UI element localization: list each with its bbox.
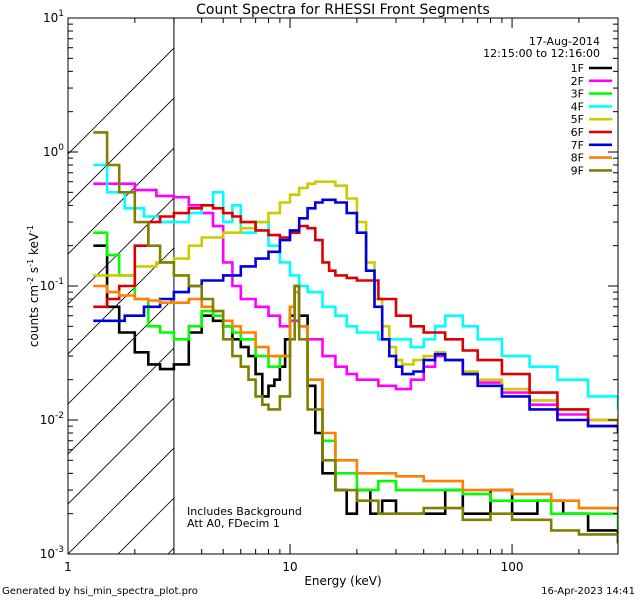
annotation-attenuator: Att A0, FDecim 1 xyxy=(187,517,280,530)
footer-generator: Generated by hsi_min_spectra_plot.pro xyxy=(2,586,198,597)
y-axis-label-mid1: s xyxy=(27,267,41,277)
y-axis-label: counts cm-2 s-1 keV-1 xyxy=(26,225,41,347)
y-tick-label: 10-3 xyxy=(40,545,64,561)
series-group xyxy=(93,131,618,544)
hatch-line xyxy=(68,47,174,155)
y-axis-label-base: counts cm xyxy=(27,285,41,347)
y-axis: 101 100 10-1 10-2 10-3 xyxy=(40,9,618,561)
series-line-7f xyxy=(93,198,618,433)
series-line-5f xyxy=(93,180,618,427)
y-tick-label: 100 xyxy=(43,143,64,159)
legend-time-range: 12:15:00 to 12:16:00 xyxy=(483,47,600,60)
legend-label-5f: 5F xyxy=(571,113,584,126)
x-tick-label: 100 xyxy=(501,560,524,574)
x-tick-label: 10 xyxy=(282,560,297,574)
legend-label-9f: 9F xyxy=(571,164,584,177)
hatch-line xyxy=(68,97,174,205)
footer-timestamp: 16-Apr-2023 14:41 xyxy=(541,586,635,597)
x-axis: 1 10 100 xyxy=(64,18,619,574)
hatch-line xyxy=(68,397,174,505)
series-line-3f xyxy=(93,231,618,531)
y-tick-label: 101 xyxy=(43,9,64,25)
hatch-line xyxy=(68,447,174,554)
legend-label-8f: 8F xyxy=(571,152,584,165)
y-tick-label: 10-1 xyxy=(40,277,64,293)
y-axis-label-exp1: -2 xyxy=(26,277,35,285)
legend-label-2f: 2F xyxy=(571,75,584,88)
annotation-background: Includes Background xyxy=(187,505,302,518)
y-axis-label-exp3: -1 xyxy=(26,225,35,233)
legend-date: 17-Aug-2014 xyxy=(529,35,600,48)
series-line-6f xyxy=(93,204,618,430)
legend-label-7f: 7F xyxy=(571,139,584,152)
x-axis-label: Energy (keV) xyxy=(304,574,381,588)
y-tick-label: 10-2 xyxy=(40,411,64,427)
chart-title: Count Spectra for RHESSI Front Segments xyxy=(196,2,490,18)
legend-label-3f: 3F xyxy=(571,88,584,101)
y-axis-label-mid2: keV xyxy=(27,232,41,259)
hatch-line xyxy=(68,197,174,305)
series-line-9f xyxy=(93,131,618,544)
legend-label-4f: 4F xyxy=(571,100,584,113)
y-axis-label-exp2: -1 xyxy=(26,259,35,267)
legend-label-6f: 6F xyxy=(571,126,584,139)
x-tick-label: 1 xyxy=(64,560,72,574)
legend-label-1f: 1F xyxy=(571,62,584,75)
